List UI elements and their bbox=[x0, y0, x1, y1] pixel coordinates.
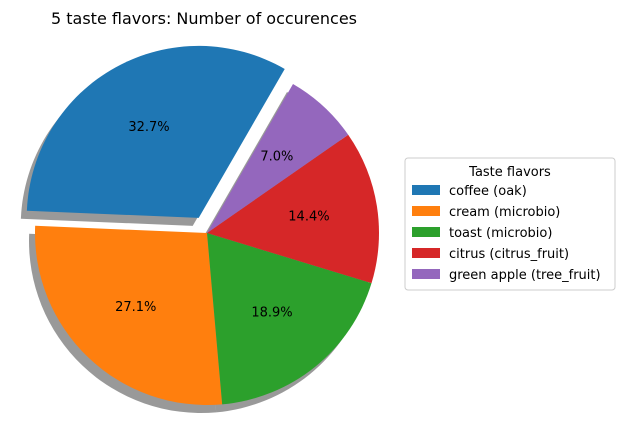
legend-swatch-coffee-oak bbox=[412, 185, 440, 195]
legend-label-green-apple-tree-fruit: green apple (tree_fruit) bbox=[449, 268, 601, 283]
slice-percent-citrus-citrus-fruit: 14.4% bbox=[288, 209, 329, 224]
slice-percent-toast-microbio: 18.9% bbox=[251, 306, 292, 321]
slice-percent-cream-microbio: 27.1% bbox=[115, 300, 156, 315]
legend-label-citrus-citrus-fruit: citrus (citrus_fruit) bbox=[449, 247, 569, 262]
slice-percent-green-apple-tree-fruit: 7.0% bbox=[260, 150, 293, 165]
legend-label-toast-microbio: toast (microbio) bbox=[449, 226, 552, 241]
pie-slice-cream-microbio bbox=[35, 225, 223, 405]
pie-slice-coffee-oak bbox=[26, 45, 285, 218]
pie-slice-green-apple-tree-fruit bbox=[207, 84, 349, 233]
legend-swatch-green-apple-tree-fruit bbox=[412, 269, 440, 279]
legend: Taste flavors coffee (oak) cream (microbi… bbox=[404, 157, 616, 291]
legend-label-coffee-oak: coffee (oak) bbox=[449, 184, 527, 199]
pie-slice-citrus-citrus-fruit bbox=[207, 134, 379, 284]
legend-swatch-cream-microbio bbox=[412, 206, 440, 216]
legend-swatch-toast-microbio bbox=[412, 227, 440, 237]
legend-title: Taste flavors bbox=[468, 165, 551, 180]
legend-label-cream-microbio: cream (microbio) bbox=[449, 205, 560, 220]
chart-title: 5 taste flavors: Number of occurences bbox=[51, 9, 357, 28]
slice-percent-coffee-oak: 32.7% bbox=[128, 120, 169, 135]
pie-slices bbox=[26, 45, 379, 405]
legend-box bbox=[404, 157, 616, 291]
pie-slice-toast-microbio bbox=[207, 233, 372, 405]
slice-percent-labels: 32.7% 27.1% 18.9% 14.4% 7.0% bbox=[115, 120, 330, 321]
legend-entries: coffee (oak) cream (microbio) toast (micro… bbox=[412, 184, 601, 283]
legend-swatch-citrus-citrus-fruit bbox=[412, 248, 440, 258]
